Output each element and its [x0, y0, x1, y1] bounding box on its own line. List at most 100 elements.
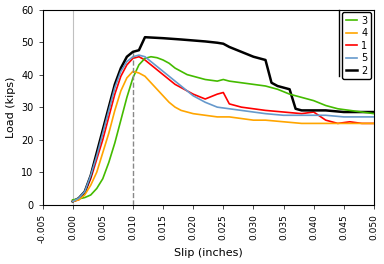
- 3: [113, 141, 117, 144]
- 2: [372, 110, 376, 114]
- 3: [215, 79, 220, 83]
- 2: [101, 128, 105, 131]
- 3: [131, 76, 135, 79]
- 1: [191, 93, 195, 96]
- 5: [76, 197, 81, 200]
- 2: [119, 67, 123, 70]
- 3: [191, 75, 195, 78]
- 5: [179, 84, 184, 88]
- 2: [311, 109, 316, 112]
- 5: [137, 54, 141, 57]
- 2: [161, 37, 166, 40]
- 1: [149, 63, 153, 67]
- 2: [76, 197, 81, 200]
- 3: [221, 78, 225, 81]
- 4: [341, 122, 346, 125]
- 4: [179, 109, 184, 112]
- 2: [239, 50, 244, 53]
- 4: [372, 122, 376, 125]
- 3: [167, 62, 171, 65]
- Legend: 3, 4, 1, 5, 2: 3, 4, 1, 5, 2: [343, 12, 371, 79]
- 3: [263, 84, 268, 88]
- 5: [281, 114, 286, 117]
- 1: [119, 75, 123, 78]
- 4: [137, 71, 141, 74]
- 1: [106, 115, 111, 119]
- 5: [113, 86, 117, 89]
- 2: [179, 38, 184, 41]
- Line: 3: 3: [73, 57, 374, 200]
- 5: [341, 115, 346, 119]
- 1: [83, 192, 87, 195]
- 3: [106, 161, 111, 164]
- 3: [161, 58, 166, 62]
- 2: [191, 39, 195, 42]
- 3: [119, 119, 123, 122]
- 1: [124, 63, 129, 67]
- 3: [179, 70, 184, 73]
- 3: [173, 67, 177, 70]
- 2: [281, 86, 286, 89]
- 4: [311, 122, 316, 125]
- 2: [203, 40, 207, 43]
- 5: [323, 114, 328, 117]
- 4: [227, 115, 232, 119]
- Line: 5: 5: [73, 55, 374, 201]
- 3: [323, 104, 328, 107]
- 1: [311, 110, 316, 114]
- 1: [142, 58, 147, 62]
- 4: [167, 101, 171, 104]
- 4: [83, 194, 87, 197]
- 1: [185, 89, 189, 92]
- 4: [155, 88, 159, 91]
- 4: [113, 109, 117, 112]
- 2: [106, 106, 111, 109]
- 5: [149, 60, 153, 63]
- 2: [70, 200, 75, 203]
- 1: [155, 68, 159, 71]
- 1: [161, 73, 166, 76]
- 2: [215, 41, 220, 44]
- 3: [155, 56, 159, 59]
- 3: [88, 194, 93, 197]
- 3: [76, 197, 81, 200]
- 1: [359, 122, 364, 125]
- 5: [173, 79, 177, 83]
- 5: [311, 114, 316, 117]
- 4: [142, 75, 147, 78]
- 3: [275, 88, 280, 91]
- 1: [101, 138, 105, 141]
- 3: [185, 73, 189, 76]
- 4: [161, 94, 166, 97]
- 5: [251, 110, 256, 114]
- 5: [106, 109, 111, 112]
- 1: [263, 109, 268, 112]
- 1: [281, 110, 286, 114]
- Line: 4: 4: [73, 71, 374, 201]
- 2: [293, 107, 298, 110]
- 2: [300, 109, 304, 112]
- 5: [101, 131, 105, 135]
- 5: [215, 106, 220, 109]
- 5: [185, 89, 189, 92]
- 5: [119, 70, 123, 73]
- 1: [239, 106, 244, 109]
- 3: [203, 78, 207, 81]
- 3: [142, 57, 147, 60]
- 5: [263, 112, 268, 115]
- 4: [76, 198, 81, 201]
- 4: [119, 89, 123, 92]
- 1: [215, 93, 220, 96]
- 4: [239, 117, 244, 120]
- 2: [94, 151, 99, 154]
- 1: [179, 86, 184, 89]
- X-axis label: Slip (inches): Slip (inches): [174, 248, 243, 258]
- 4: [323, 122, 328, 125]
- 4: [263, 119, 268, 122]
- 4: [131, 70, 135, 73]
- 1: [203, 97, 207, 101]
- 5: [239, 109, 244, 112]
- 1: [323, 119, 328, 122]
- 2: [251, 55, 256, 58]
- 5: [70, 200, 75, 203]
